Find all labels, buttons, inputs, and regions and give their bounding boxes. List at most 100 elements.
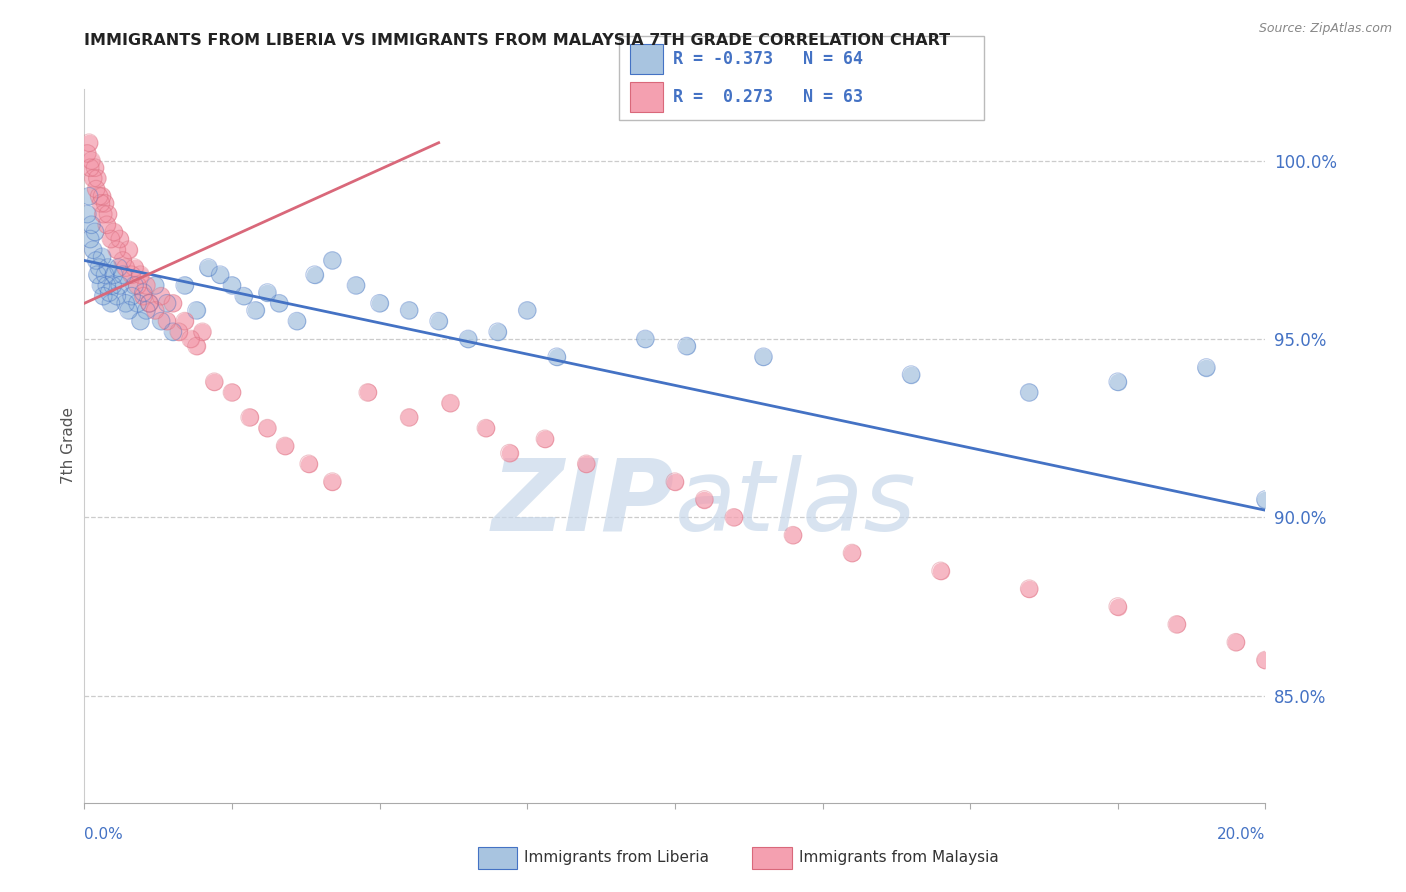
Point bbox=[132, 289, 155, 303]
Point bbox=[114, 296, 136, 310]
Point bbox=[1195, 360, 1218, 375]
Point bbox=[97, 207, 120, 221]
Point bbox=[114, 260, 136, 275]
Point bbox=[91, 189, 114, 203]
Point bbox=[782, 528, 804, 542]
Point bbox=[167, 325, 190, 339]
Point bbox=[162, 296, 184, 310]
Point bbox=[138, 296, 160, 310]
Point bbox=[86, 268, 108, 282]
Point bbox=[150, 289, 173, 303]
Point bbox=[202, 375, 225, 389]
Point bbox=[1107, 599, 1129, 614]
Point bbox=[127, 296, 149, 310]
Point bbox=[498, 446, 520, 460]
Point bbox=[91, 189, 114, 203]
Point bbox=[84, 253, 107, 268]
Point bbox=[1254, 653, 1277, 667]
Point bbox=[1166, 617, 1188, 632]
Point bbox=[285, 314, 308, 328]
Point bbox=[245, 303, 267, 318]
Point bbox=[269, 296, 291, 310]
Point bbox=[221, 278, 243, 293]
Point bbox=[186, 339, 208, 353]
Point bbox=[546, 350, 568, 364]
Point bbox=[84, 182, 107, 196]
Point bbox=[285, 314, 308, 328]
Point bbox=[180, 332, 202, 346]
Point bbox=[498, 446, 520, 460]
Point bbox=[173, 278, 195, 293]
Point bbox=[575, 457, 598, 471]
Point bbox=[274, 439, 297, 453]
Point bbox=[94, 268, 117, 282]
Point bbox=[634, 332, 657, 346]
Point bbox=[239, 410, 262, 425]
Point bbox=[675, 339, 697, 353]
Point bbox=[91, 289, 114, 303]
Point bbox=[1166, 617, 1188, 632]
Point bbox=[111, 268, 134, 282]
Point bbox=[118, 243, 141, 257]
Text: R =  0.273   N = 63: R = 0.273 N = 63 bbox=[673, 87, 863, 105]
Point bbox=[202, 375, 225, 389]
Point bbox=[693, 492, 716, 507]
Point bbox=[124, 278, 146, 293]
FancyBboxPatch shape bbox=[619, 36, 984, 120]
Text: 0.0%: 0.0% bbox=[84, 827, 124, 841]
Point bbox=[209, 268, 232, 282]
Point bbox=[274, 439, 297, 453]
Point bbox=[693, 492, 716, 507]
Point bbox=[197, 260, 219, 275]
Point bbox=[82, 171, 104, 186]
Point bbox=[516, 303, 538, 318]
Point bbox=[121, 268, 143, 282]
Point bbox=[1018, 385, 1040, 400]
Point bbox=[546, 350, 568, 364]
Point bbox=[321, 253, 343, 268]
Y-axis label: 7th Grade: 7th Grade bbox=[60, 408, 76, 484]
Point bbox=[156, 314, 179, 328]
Point bbox=[1107, 375, 1129, 389]
Point bbox=[94, 268, 117, 282]
Point bbox=[357, 385, 380, 400]
Point bbox=[1225, 635, 1247, 649]
Point bbox=[91, 207, 114, 221]
Point bbox=[127, 296, 149, 310]
Point bbox=[173, 314, 195, 328]
Point bbox=[138, 296, 160, 310]
Point bbox=[87, 189, 111, 203]
Point bbox=[87, 189, 111, 203]
Point bbox=[723, 510, 745, 524]
Point bbox=[107, 260, 129, 275]
Point bbox=[129, 314, 152, 328]
Point bbox=[1107, 375, 1129, 389]
Point bbox=[197, 260, 219, 275]
Point bbox=[321, 253, 343, 268]
Point bbox=[103, 268, 125, 282]
Point bbox=[368, 296, 391, 310]
Point bbox=[86, 171, 108, 186]
Point bbox=[162, 296, 184, 310]
Point bbox=[344, 278, 367, 293]
Point bbox=[80, 218, 103, 232]
Point bbox=[486, 325, 509, 339]
Point bbox=[427, 314, 450, 328]
Point bbox=[114, 260, 136, 275]
Text: IMMIGRANTS FROM LIBERIA VS IMMIGRANTS FROM MALAYSIA 7TH GRADE CORRELATION CHART: IMMIGRANTS FROM LIBERIA VS IMMIGRANTS FR… bbox=[84, 33, 950, 47]
Bar bbox=[630, 44, 662, 74]
Point bbox=[77, 136, 100, 150]
Point bbox=[841, 546, 863, 560]
Point bbox=[91, 250, 114, 264]
Point bbox=[96, 218, 118, 232]
Point bbox=[80, 218, 103, 232]
Text: ZIP: ZIP bbox=[492, 455, 675, 551]
Point bbox=[256, 421, 278, 435]
Point bbox=[108, 278, 131, 293]
Point bbox=[245, 303, 267, 318]
Point bbox=[121, 289, 143, 303]
Point bbox=[90, 278, 112, 293]
Point bbox=[98, 285, 121, 300]
Point bbox=[486, 325, 509, 339]
Point bbox=[108, 232, 131, 246]
